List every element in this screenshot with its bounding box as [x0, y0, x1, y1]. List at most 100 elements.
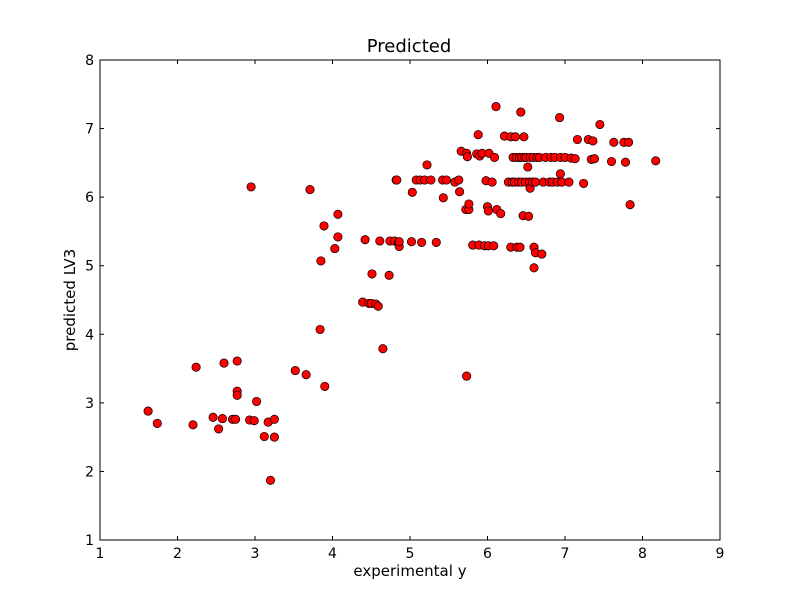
data-point	[483, 206, 493, 216]
data-point	[579, 178, 589, 188]
x-tick-label: 7	[561, 546, 570, 562]
data-point	[529, 263, 539, 273]
data-point	[588, 136, 598, 146]
data-point	[441, 175, 451, 185]
x-tick-label: 9	[716, 546, 725, 562]
data-point	[555, 169, 565, 179]
axis-tick-labels: 1 2 3 4 5 6 7 8 9 1 2 3 4 5 6 7 8	[85, 53, 724, 562]
data-point	[431, 237, 441, 247]
data-point	[214, 424, 224, 434]
data-point	[232, 356, 242, 366]
data-point	[330, 244, 340, 254]
x-tick-label: 5	[406, 546, 415, 562]
data-point	[462, 371, 472, 381]
data-point	[555, 113, 565, 123]
data-point	[301, 370, 311, 380]
data-point	[462, 152, 472, 162]
y-tick-label: 6	[85, 190, 94, 206]
data-point	[417, 237, 427, 247]
data-point	[392, 175, 402, 185]
data-point	[496, 209, 506, 219]
data-point	[524, 211, 534, 221]
data-point	[487, 177, 497, 187]
x-tick-label: 3	[251, 546, 260, 562]
data-point	[438, 193, 448, 203]
data-point	[191, 362, 201, 372]
data-point	[572, 134, 582, 145]
data-point	[515, 242, 525, 252]
y-tick-label: 4	[85, 327, 94, 343]
data-point	[516, 107, 526, 117]
data-points	[143, 102, 661, 485]
data-point	[464, 199, 474, 209]
data-point	[523, 162, 533, 172]
data-point	[217, 414, 227, 424]
data-point	[491, 102, 501, 112]
data-point	[219, 358, 229, 368]
data-point	[333, 232, 343, 242]
data-point	[625, 200, 635, 210]
data-point	[454, 175, 464, 185]
data-point	[624, 137, 634, 147]
data-point	[489, 152, 500, 162]
data-point	[305, 185, 315, 195]
data-point	[455, 187, 465, 197]
data-point	[406, 237, 417, 247]
chart-title: Predicted	[367, 36, 452, 57]
data-point	[519, 132, 529, 142]
data-point	[422, 160, 432, 170]
data-point	[609, 137, 619, 147]
data-point	[269, 414, 279, 424]
data-point	[620, 157, 631, 167]
y-axis-label: predicted LV3	[61, 249, 79, 351]
data-point	[360, 235, 370, 245]
data-point	[378, 344, 388, 354]
data-point	[333, 209, 343, 219]
data-point	[595, 119, 605, 130]
data-point	[384, 270, 394, 280]
data-point	[570, 154, 580, 164]
data-point	[269, 432, 279, 442]
data-point	[143, 406, 153, 416]
data-point	[316, 256, 326, 266]
data-point	[208, 412, 218, 422]
y-tick-label: 8	[85, 53, 94, 69]
plot-frame	[99, 59, 721, 541]
data-point	[530, 177, 541, 187]
data-point	[589, 154, 600, 164]
data-point	[231, 414, 241, 424]
data-point	[265, 475, 276, 485]
data-point	[252, 396, 262, 407]
data-point	[489, 241, 499, 251]
y-tick-label: 2	[85, 464, 94, 480]
data-point	[564, 177, 574, 187]
data-point	[152, 418, 162, 428]
data-point	[188, 420, 198, 430]
y-tick-label: 7	[85, 122, 94, 138]
x-axis-label: experimental y	[353, 562, 466, 580]
data-point	[259, 431, 269, 442]
x-tick-label: 6	[483, 546, 492, 562]
data-point	[407, 187, 417, 197]
data-point	[537, 249, 547, 259]
data-point	[319, 221, 329, 231]
y-tick-label: 3	[85, 396, 94, 412]
data-point	[375, 236, 385, 246]
x-tick-label: 1	[96, 546, 105, 562]
data-point	[651, 156, 661, 166]
data-point	[367, 269, 377, 279]
data-point	[473, 130, 483, 140]
x-tick-label: 4	[328, 546, 337, 562]
plot-area	[100, 60, 720, 540]
data-point	[426, 175, 436, 185]
data-point	[232, 390, 242, 400]
y-tick-label: 5	[85, 259, 94, 275]
data-point	[315, 324, 325, 335]
data-point	[249, 416, 259, 426]
x-tick-label: 8	[638, 546, 647, 562]
x-tick-label: 2	[173, 546, 182, 562]
y-tick-label: 1	[85, 533, 94, 549]
data-point	[510, 132, 520, 142]
data-point	[320, 381, 330, 391]
